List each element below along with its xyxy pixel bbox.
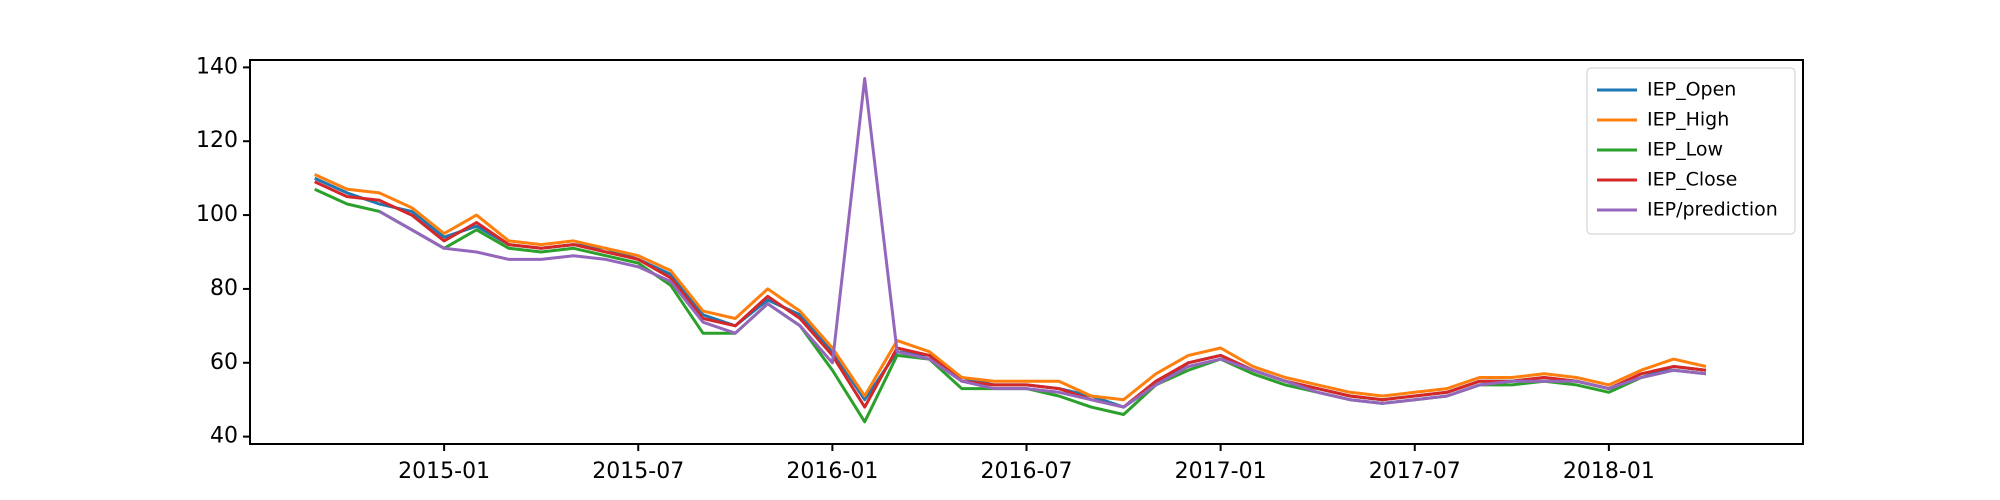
x-tick-label: 2016-01 <box>786 459 878 484</box>
x-tick-label: 2016-07 <box>981 459 1073 484</box>
legend-box <box>1586 67 1796 235</box>
legend-label: IEP/prediction <box>1647 199 1778 221</box>
x-tick-label: 2017-01 <box>1175 459 1267 484</box>
legend-label: IEP_Open <box>1647 79 1736 101</box>
legend-label: IEP_Close <box>1647 169 1737 191</box>
series-line <box>314 173 1707 402</box>
y-tick-label: 120 <box>196 128 238 153</box>
x-tick-label: 2015-01 <box>398 459 490 484</box>
x-tick-label: 2015-07 <box>592 459 684 484</box>
y-tick-label: 40 <box>210 424 238 449</box>
series-line <box>378 77 1707 409</box>
y-tick-label: 60 <box>210 350 238 375</box>
legend-label: IEP_Low <box>1647 139 1723 161</box>
series-line <box>314 176 1707 409</box>
x-tick-label: 2018-01 <box>1563 459 1655 484</box>
y-tick-label: 100 <box>196 202 238 227</box>
series-line <box>314 187 1707 424</box>
x-tick-label: 2017-07 <box>1369 459 1461 484</box>
y-tick-label: 80 <box>210 276 238 301</box>
series-line <box>314 180 1707 409</box>
legend-label: IEP_High <box>1647 109 1729 131</box>
y-tick-label: 140 <box>196 54 238 79</box>
